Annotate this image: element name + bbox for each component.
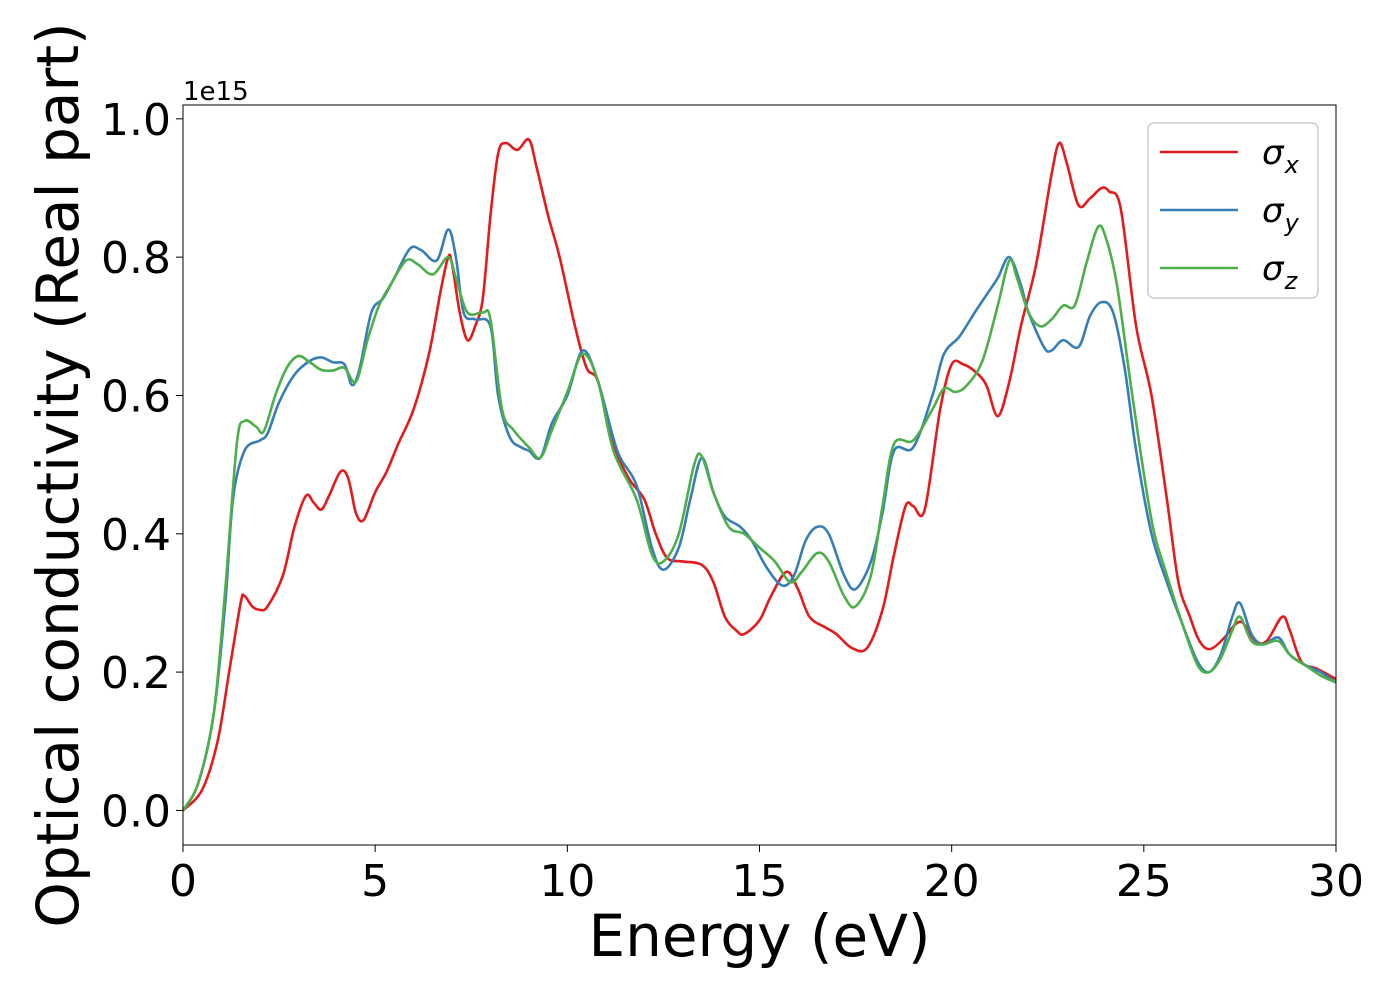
y-tick-label: 1.0 xyxy=(101,95,171,146)
y-tick-label: 0.0 xyxy=(101,786,171,837)
x-tick-label: 5 xyxy=(361,856,389,907)
series-layer xyxy=(183,137,1336,812)
x-axis-ticks: 0 5 10 15 20 25 30 xyxy=(169,845,1364,907)
y-axis-title: Optical conductivity (Real part) xyxy=(24,22,92,927)
y-tick-label: 0.4 xyxy=(101,510,171,561)
x-tick-label: 20 xyxy=(924,856,980,907)
x-tick-label: 10 xyxy=(539,856,595,907)
x-tick-label: 25 xyxy=(1116,856,1172,907)
y-tick-label: 0.8 xyxy=(101,233,171,284)
series-line-z xyxy=(183,224,1336,812)
y-offset-label: 1e15 xyxy=(183,77,249,107)
x-tick-label: 0 xyxy=(169,856,197,907)
x-tick-label: 30 xyxy=(1308,856,1364,907)
x-axis-title: Energy (eV) xyxy=(588,902,930,970)
y-tick-label: 0.6 xyxy=(101,371,171,422)
x-tick-label: 15 xyxy=(732,856,788,907)
series-line-x xyxy=(183,137,1336,812)
y-axis-ticks: 0.0 0.2 0.4 0.6 0.8 1.0 xyxy=(101,95,183,837)
y-tick-label: 0.2 xyxy=(101,648,171,699)
